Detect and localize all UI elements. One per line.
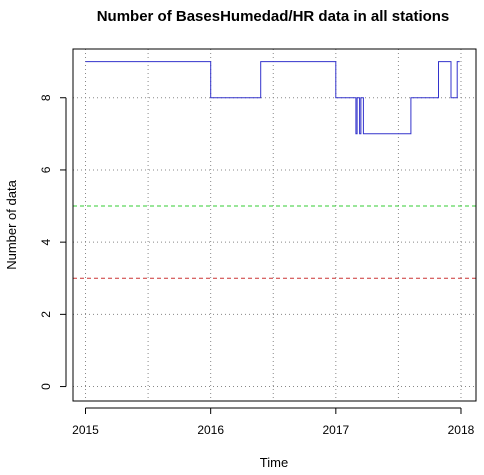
series [85,61,460,135]
chart-title: Number of BasesHumedad/HR data in all st… [97,8,450,25]
x-axis: 2015 2016 2017 2018 [72,407,475,437]
y-tick-label: 6 [39,166,53,173]
grid [73,49,476,401]
x-tick-label: 2015 [72,423,99,437]
y-tick-label: 2 [39,311,53,318]
x-tick-label: 2018 [448,423,475,437]
y-axis-label: Number of data [4,179,19,269]
series-line [85,61,460,135]
y-tick-label: 4 [39,238,53,245]
y-axis: 0 2 4 6 8 [39,94,67,390]
x-tick-label: 2017 [322,423,349,437]
y-tick-label: 0 [39,383,53,390]
x-tick-label: 2016 [197,423,224,437]
plot-frame [72,48,477,402]
x-axis-label: Time [260,455,288,470]
y-tick-label: 8 [39,94,53,101]
